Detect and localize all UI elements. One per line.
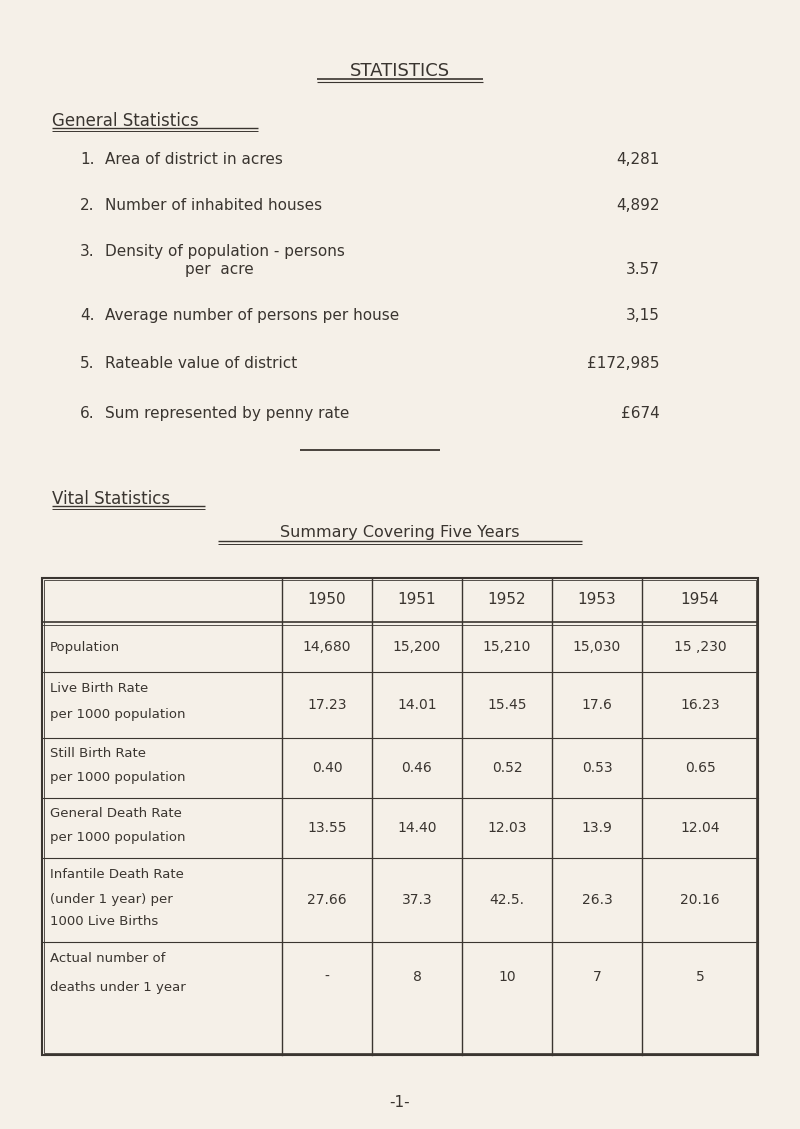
Text: Infantile Death Rate: Infantile Death Rate [50, 868, 184, 881]
Text: 13.55: 13.55 [307, 821, 346, 835]
Text: 1951: 1951 [398, 593, 436, 607]
Text: 2.: 2. [80, 198, 94, 213]
Text: 16.23: 16.23 [680, 698, 720, 712]
Text: 1950: 1950 [308, 593, 346, 607]
Text: £172,985: £172,985 [587, 356, 660, 371]
Text: 1953: 1953 [578, 593, 616, 607]
Text: 0.65: 0.65 [685, 761, 715, 774]
Text: 14.40: 14.40 [398, 821, 437, 835]
Text: 3,15: 3,15 [626, 308, 660, 323]
Text: 17.6: 17.6 [582, 698, 613, 712]
Text: Number of inhabited houses: Number of inhabited houses [105, 198, 322, 213]
Text: 10: 10 [498, 970, 516, 984]
Text: 7: 7 [593, 970, 602, 984]
Text: 42.5.: 42.5. [490, 893, 525, 907]
Text: Sum represented by penny rate: Sum represented by penny rate [105, 406, 350, 421]
Text: 5.: 5. [80, 356, 94, 371]
Text: 12.03: 12.03 [487, 821, 526, 835]
Text: Actual number of: Actual number of [50, 953, 166, 965]
Text: 4.: 4. [80, 308, 94, 323]
Text: -: - [325, 970, 330, 984]
Text: 15,030: 15,030 [573, 640, 621, 654]
Text: 0.53: 0.53 [582, 761, 612, 774]
Text: 3.57: 3.57 [626, 262, 660, 277]
Text: 14,680: 14,680 [302, 640, 351, 654]
Text: 1.: 1. [80, 152, 94, 167]
Text: 14.01: 14.01 [397, 698, 437, 712]
Text: STATISTICS: STATISTICS [350, 62, 450, 80]
Text: Average number of persons per house: Average number of persons per house [105, 308, 399, 323]
Text: per  acre: per acre [185, 262, 254, 277]
Text: General Statistics: General Statistics [52, 112, 198, 130]
Text: Rateable value of district: Rateable value of district [105, 356, 298, 371]
Text: Area of district in acres: Area of district in acres [105, 152, 283, 167]
Bar [44, 580, 756, 1053]
Text: 20.16: 20.16 [680, 893, 720, 907]
Text: 0.46: 0.46 [402, 761, 432, 774]
Text: 1952: 1952 [488, 593, 526, 607]
Text: per 1000 population: per 1000 population [50, 831, 186, 844]
Text: Live Birth Rate: Live Birth Rate [50, 682, 148, 695]
Text: Vital Statistics: Vital Statistics [52, 490, 170, 508]
Text: 37.3: 37.3 [402, 893, 432, 907]
Text: 27.66: 27.66 [307, 893, 347, 907]
Text: 13.9: 13.9 [582, 821, 613, 835]
Text: General Death Rate: General Death Rate [50, 807, 182, 820]
Text: 8: 8 [413, 970, 422, 984]
Text: per 1000 population: per 1000 population [50, 771, 186, 784]
Text: £674: £674 [622, 406, 660, 421]
Text: Still Birth Rate: Still Birth Rate [50, 747, 146, 760]
Text: 12.04: 12.04 [680, 821, 720, 835]
Text: 5: 5 [696, 970, 704, 984]
Text: 6.: 6. [80, 406, 94, 421]
Text: 1000 Live Births: 1000 Live Births [50, 916, 158, 928]
Text: 15.45: 15.45 [487, 698, 526, 712]
Text: per 1000 population: per 1000 population [50, 708, 186, 721]
Text: 1954: 1954 [681, 593, 719, 607]
Text: Population: Population [50, 640, 120, 654]
Text: 0.52: 0.52 [492, 761, 522, 774]
Text: deaths under 1 year: deaths under 1 year [50, 980, 186, 994]
Bar [42, 578, 758, 1054]
Text: -1-: -1- [390, 1095, 410, 1110]
Text: Density of population - persons: Density of population - persons [105, 244, 345, 259]
Text: 4,892: 4,892 [617, 198, 660, 213]
Text: 17.23: 17.23 [307, 698, 346, 712]
Text: 26.3: 26.3 [582, 893, 612, 907]
Text: (under 1 year) per: (under 1 year) per [50, 893, 173, 907]
Text: 15,200: 15,200 [393, 640, 441, 654]
Text: Summary Covering Five Years: Summary Covering Five Years [280, 525, 520, 540]
Text: 0.40: 0.40 [312, 761, 342, 774]
Text: 4,281: 4,281 [617, 152, 660, 167]
Text: 15,210: 15,210 [483, 640, 531, 654]
Text: 15 ,230: 15 ,230 [674, 640, 726, 654]
Text: 3.: 3. [80, 244, 94, 259]
